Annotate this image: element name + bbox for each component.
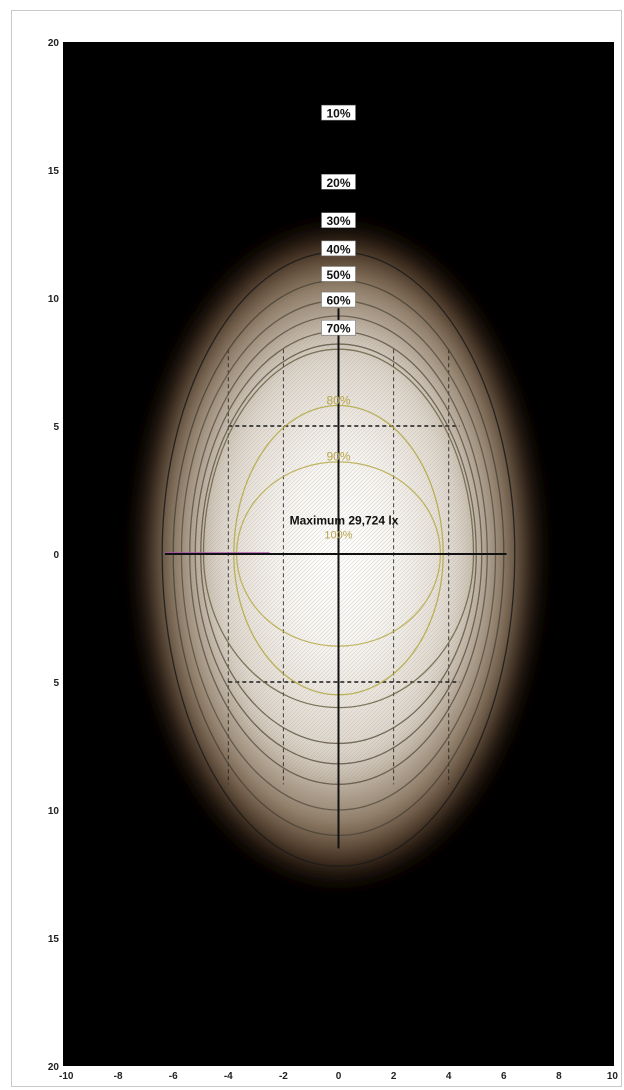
chart-frame: 10% 20% 30% 40% 50% 60% 70% 80% 90% Maximum 29,72… (11, 10, 622, 1087)
isoline-label-box-10 (321, 104, 356, 121)
isoline-label-10: 10% (326, 107, 350, 121)
x-tick-label: 8 (556, 1071, 562, 1082)
isoline-label-box-50 (321, 266, 356, 282)
x-tick-label: 10 (607, 1071, 619, 1082)
maximum-label: Maximum 29,724 lx (290, 514, 399, 528)
y-tick-label: 15 (48, 166, 60, 177)
isoline-label-box-60 (321, 291, 356, 308)
y-tick-label: 0 (53, 550, 59, 561)
isolux-chart: 10% 20% 30% 40% 50% 60% 70% 80% 90% Maximum 29,72… (48, 38, 619, 1082)
y-tick-label: 10 (48, 806, 60, 817)
isoline-label-60: 60% (326, 294, 350, 308)
isoline-10 (161, 251, 516, 867)
x-tick-label: 0 (336, 1071, 342, 1082)
isoline-label-80: 80% (326, 393, 350, 407)
y-tick-label: 5 (53, 678, 59, 689)
x-tick-label: -10 (59, 1071, 74, 1082)
isoline-label-box-30 (321, 212, 356, 228)
x-tick-label: 4 (446, 1071, 452, 1082)
isoline-label-box-40 (321, 240, 356, 257)
isoline-60 (200, 343, 477, 745)
y-tick-label: 5 (53, 422, 59, 433)
y-tick-label: 10 (48, 294, 60, 305)
x-tick-label: -8 (114, 1071, 123, 1082)
isoline-label-20: 20% (326, 176, 350, 190)
maximum-percent-label: 100% (324, 530, 352, 542)
x-tick-label: -4 (224, 1071, 233, 1082)
x-tick-label: 6 (501, 1071, 507, 1082)
y-tick-label: 20 (48, 1062, 60, 1073)
isoline-label-40: 40% (326, 242, 350, 256)
isoline-70 (202, 348, 475, 709)
isoline-label-30: 30% (326, 214, 350, 228)
isoline-label-50: 50% (326, 268, 350, 282)
y-tick-label: 15 (48, 934, 60, 945)
x-tick-label: -2 (279, 1071, 288, 1082)
x-tick-label: -6 (169, 1071, 178, 1082)
isoline-label-box-20 (321, 174, 356, 190)
x-tick-label: 2 (391, 1071, 397, 1082)
isoline-label-90: 90% (326, 450, 350, 464)
y-tick-label: 20 (48, 38, 60, 49)
isoline-label-box-70 (321, 319, 356, 336)
isoline-label-70: 70% (326, 322, 350, 336)
